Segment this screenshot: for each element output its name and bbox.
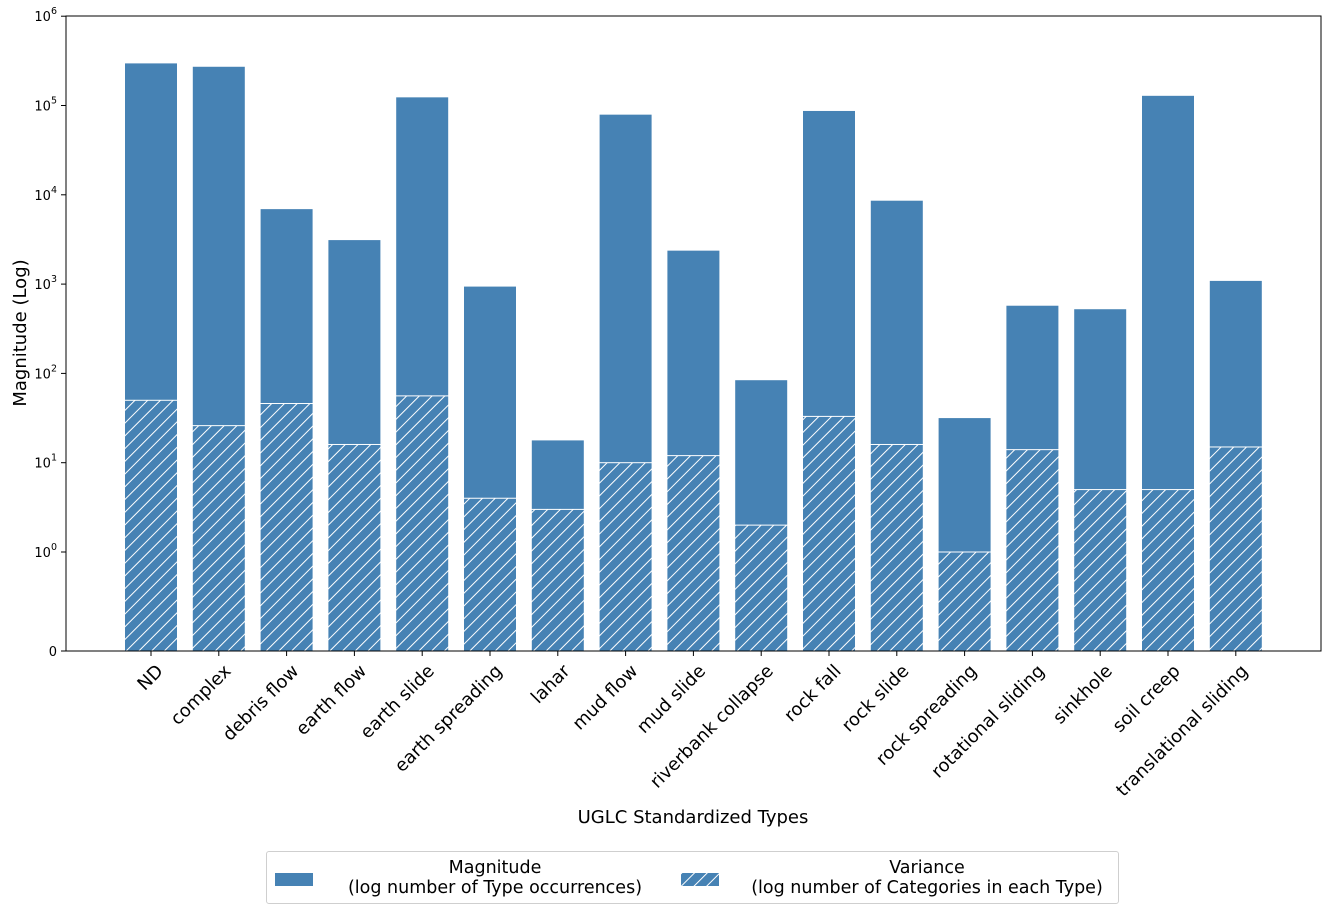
x-tick-label: rotational sliding [927, 661, 1049, 783]
legend-item-magnitude: Magnitude (log number of Type occurrences… [275, 858, 655, 898]
y-tick-label: 103 [34, 274, 57, 293]
legend-swatch-variance [681, 873, 719, 886]
legend: Magnitude (log number of Type occurrences… [266, 851, 1119, 904]
bar-variance-mud-slide [666, 455, 721, 652]
bar-variance-mud-flow [598, 462, 653, 652]
y-axis-label: Magnitude (Log) [10, 259, 31, 406]
bar-variance-riverbank-collapse [734, 524, 789, 652]
legend-item-variance: Variance (log number of Categories in eac… [681, 858, 1117, 898]
bar-variance-nd [124, 399, 178, 652]
bar-variance-soil-creep [1141, 489, 1195, 652]
x-tick-label: translational sliding [1112, 661, 1252, 801]
variance-bars [124, 395, 1263, 652]
y-axis-ticks: 0 100 101 102 103 104 105 106 [34, 6, 66, 660]
bar-variance-earth-slide [395, 395, 450, 652]
bar-variance-sinkhole [1073, 489, 1128, 652]
bar-variance-lahar [530, 508, 585, 652]
x-tick-label: complex [167, 660, 236, 729]
x-tick-label: sinkhole [1049, 661, 1117, 729]
x-tick-label: rock fall [780, 661, 845, 726]
bar-variance-rock-slide [869, 443, 924, 652]
bar-variance-earth-spreading [463, 497, 517, 652]
bar-variance-rotational-sliding [1005, 449, 1060, 652]
y-tick-label: 102 [34, 363, 57, 382]
y-tick-label: 101 [34, 453, 57, 472]
y-tick-label: 104 [34, 185, 57, 204]
bar-variance-translational-sliding [1208, 446, 1263, 652]
bar-variance-debris-flow [259, 403, 314, 652]
x-tick-label: ND [133, 661, 167, 695]
bar-variance-earth-flow [327, 443, 382, 652]
y-tick-label: 106 [34, 6, 57, 25]
bar-variance-complex [191, 425, 246, 652]
y-tick-label: 0 [49, 645, 57, 660]
bar-variance-rock-spreading [937, 551, 992, 652]
legend-label-magnitude: Magnitude (log number of Type occurrences… [347, 858, 643, 898]
legend-swatch-magnitude [275, 873, 313, 886]
y-tick-label: 105 [34, 96, 57, 115]
y-tick-label: 100 [34, 542, 57, 561]
legend-label-variance: Variance (log number of Categories in eac… [751, 858, 1103, 898]
x-axis-label: UGLC Standardized Types [578, 807, 809, 828]
bar-variance-rock-fall [802, 415, 856, 652]
x-tick-label: mud flow [569, 661, 643, 735]
x-tick-label: riverbank collapse [646, 661, 778, 793]
x-tick-label: lahar [527, 660, 575, 708]
